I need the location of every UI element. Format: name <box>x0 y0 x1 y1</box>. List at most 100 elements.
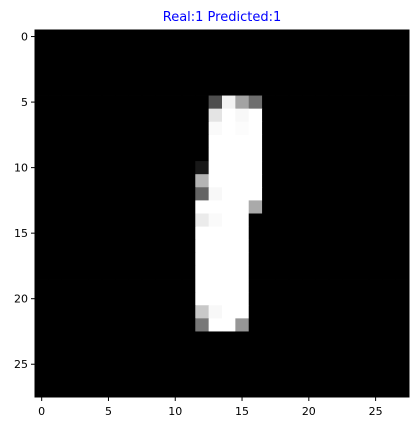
pixel <box>382 305 396 319</box>
x-axis: 0 5 10 15 20 25 <box>38 397 382 418</box>
pixel <box>62 292 76 306</box>
pixel <box>88 30 102 44</box>
pixel <box>235 43 249 57</box>
pixel <box>195 279 209 293</box>
pixel <box>115 82 129 96</box>
pixel <box>182 82 196 96</box>
pixel <box>289 122 303 136</box>
pixel <box>262 266 276 280</box>
pixel <box>396 318 410 332</box>
pixel <box>88 266 102 280</box>
pixel <box>382 161 396 175</box>
pixel <box>222 305 236 319</box>
pixel <box>142 56 156 70</box>
pixel <box>316 148 330 162</box>
pixel <box>249 253 263 267</box>
pixel <box>155 187 169 201</box>
pixel <box>48 69 62 83</box>
pixel <box>262 358 276 372</box>
pixel <box>316 318 330 332</box>
pixel <box>222 69 236 83</box>
y-tick-label: 10 <box>14 162 28 175</box>
pixel <box>115 148 129 162</box>
pixel <box>289 96 303 110</box>
pixel <box>342 187 356 201</box>
pixel <box>102 384 116 398</box>
pixel <box>209 214 223 228</box>
pixel <box>35 345 49 359</box>
pixel <box>142 318 156 332</box>
pixel <box>75 122 89 136</box>
pixel <box>249 331 263 345</box>
pixel <box>209 109 223 123</box>
pixel <box>195 122 209 136</box>
pixel <box>35 148 49 162</box>
pixel <box>356 122 370 136</box>
pixel <box>129 135 143 149</box>
pixel <box>235 371 249 385</box>
pixel <box>169 122 183 136</box>
pixel <box>222 214 236 228</box>
pixel <box>195 358 209 372</box>
pixel <box>235 200 249 214</box>
pixel <box>302 253 316 267</box>
pixel <box>129 266 143 280</box>
pixel <box>262 122 276 136</box>
pixel <box>195 148 209 162</box>
pixel <box>222 266 236 280</box>
pixel <box>115 43 129 57</box>
pixel <box>195 30 209 44</box>
pixel <box>369 371 383 385</box>
pixel <box>396 109 410 123</box>
pixel <box>249 135 263 149</box>
pixel <box>142 266 156 280</box>
pixel <box>169 30 183 44</box>
pixel <box>62 30 76 44</box>
pixel <box>275 214 289 228</box>
pixel <box>35 122 49 136</box>
pixel <box>209 345 223 359</box>
pixel <box>169 56 183 70</box>
pixel <box>155 200 169 214</box>
pixel <box>142 240 156 254</box>
pixel <box>396 240 410 254</box>
pixel <box>302 266 316 280</box>
pixel <box>35 109 49 123</box>
pixel <box>155 69 169 83</box>
pixel <box>302 227 316 241</box>
pixel <box>155 148 169 162</box>
pixel <box>115 227 129 241</box>
pixel <box>302 200 316 214</box>
pixel <box>342 318 356 332</box>
pixel <box>329 345 343 359</box>
pixel <box>182 371 196 385</box>
pixel <box>356 345 370 359</box>
pixel <box>62 69 76 83</box>
pixel <box>222 135 236 149</box>
pixel <box>356 148 370 162</box>
pixel <box>48 109 62 123</box>
pixel <box>369 318 383 332</box>
pixel <box>129 43 143 57</box>
pixel <box>115 305 129 319</box>
pixel <box>48 240 62 254</box>
pixel <box>275 384 289 398</box>
pixel <box>369 227 383 241</box>
pixel <box>62 122 76 136</box>
pixel <box>382 109 396 123</box>
pixel <box>369 161 383 175</box>
pixel <box>329 358 343 372</box>
pixel <box>235 135 249 149</box>
pixel <box>75 43 89 57</box>
pixel <box>155 43 169 57</box>
pixel <box>235 82 249 96</box>
pixel <box>249 305 263 319</box>
pixel <box>356 279 370 293</box>
pixel <box>75 345 89 359</box>
pixel <box>129 318 143 332</box>
pixel <box>329 109 343 123</box>
pixel <box>396 371 410 385</box>
pixel <box>356 174 370 188</box>
pixel <box>275 96 289 110</box>
pixel <box>195 214 209 228</box>
